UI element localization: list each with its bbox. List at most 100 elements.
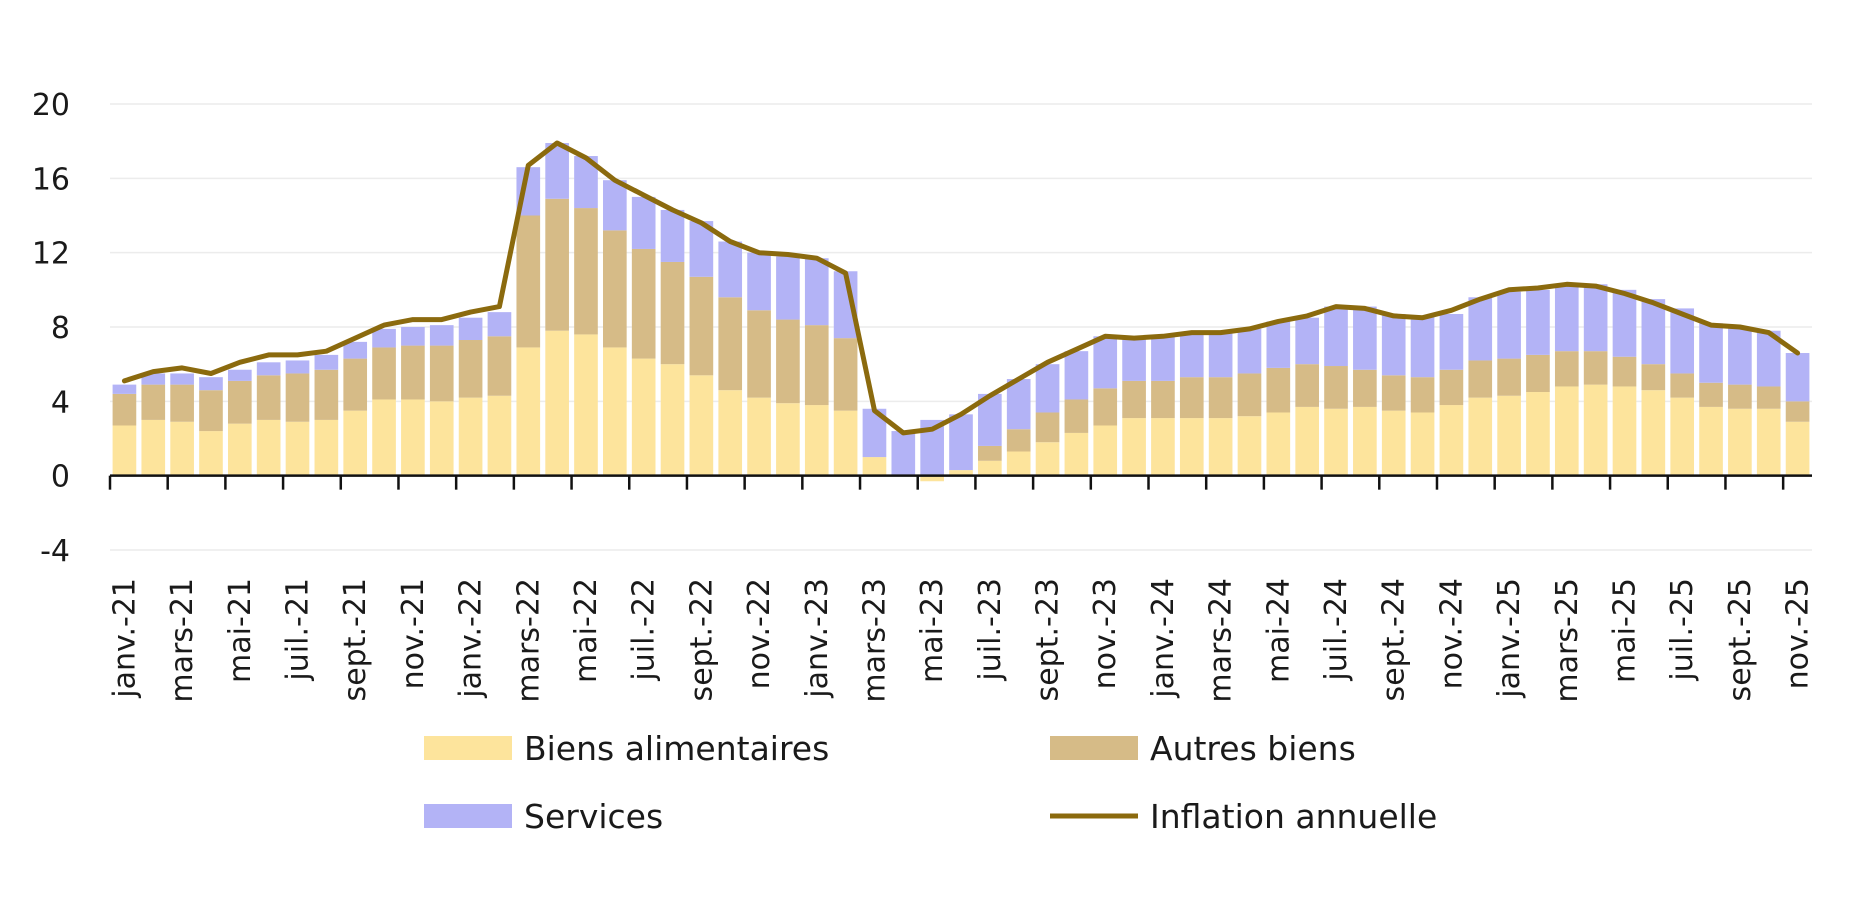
- bar-segment: [949, 470, 973, 476]
- x-tick-labels: janv.-21 mars-21 mai-21 juil.-21 sept.-21 nov…: [107, 578, 1815, 703]
- bar-segment: [401, 327, 425, 346]
- bar-segment: [776, 403, 800, 476]
- x-tick-label: juil.-23: [973, 578, 1008, 682]
- y-tick-label: 8: [51, 311, 70, 346]
- legend-label: Inflation annuelle: [1150, 797, 1437, 836]
- bar-segment: [1324, 366, 1348, 409]
- bar-segment: [978, 460, 1002, 476]
- bar-segment: [1641, 299, 1666, 365]
- bar-segment: [1699, 406, 1723, 476]
- bar-segment: [833, 410, 858, 476]
- bar-segment: [112, 425, 137, 476]
- x-tick-label: mai-23: [915, 578, 950, 683]
- bar-segment: [1439, 313, 1464, 370]
- bar-segment: [1670, 308, 1695, 374]
- bar-segment: [574, 208, 598, 335]
- bar-segment: [170, 384, 194, 422]
- x-tick-label: mai-21: [223, 578, 258, 683]
- x-tick-label: sept.-23: [1031, 578, 1066, 701]
- bar-segment: [256, 375, 281, 420]
- x-tick-label: mai-25: [1607, 578, 1642, 683]
- x-tick-label: mars-24: [1204, 578, 1239, 703]
- bar-segment: [718, 297, 743, 391]
- bar-segment: [689, 221, 714, 277]
- y-tick-label: 4: [51, 385, 70, 420]
- bar-segment: [1526, 392, 1550, 476]
- x-tick-label: juil.-22: [627, 578, 662, 682]
- bar-segment: [285, 360, 310, 374]
- x-tick-label: mars-21: [165, 578, 200, 703]
- bar-segment: [603, 230, 627, 348]
- bar-segment: [170, 421, 194, 476]
- bar-segment: [1381, 375, 1406, 411]
- bar-segment: [458, 397, 483, 476]
- bar-segment: [1785, 421, 1810, 476]
- bar-segment: [1035, 412, 1060, 443]
- bar-segment: [1151, 380, 1175, 419]
- bar-segment: [1093, 425, 1118, 476]
- x-tick-label: nov.-25: [1781, 578, 1816, 689]
- bar-segment: [631, 358, 656, 476]
- x-tick-label: janv.-22: [454, 578, 489, 699]
- bar-segment: [545, 143, 569, 199]
- bar-segment: [978, 445, 1002, 461]
- legend-swatch: [424, 804, 512, 828]
- axes: [108, 474, 1812, 490]
- legend-label: Services: [524, 797, 663, 836]
- bar-segment: [1497, 358, 1521, 396]
- x-tick-label: mars-23: [857, 578, 892, 703]
- bar-segment: [1583, 384, 1608, 476]
- bar-segment: [1208, 418, 1233, 476]
- bar-segment: [1699, 323, 1723, 383]
- x-tick-label: juil.-25: [1665, 578, 1700, 682]
- bar-segment: [401, 345, 425, 400]
- bar-segment: [1093, 336, 1118, 389]
- bar-segment: [429, 345, 454, 402]
- bar-segment: [1353, 306, 1377, 370]
- bar-segment: [1006, 429, 1031, 452]
- bar-segment: [603, 180, 627, 231]
- bar-segment: [1526, 289, 1550, 355]
- x-tick-label: mai-24: [1261, 578, 1296, 683]
- bar-segment: [1295, 317, 1319, 365]
- bar-segment: [1179, 418, 1204, 476]
- bar-segment: [1756, 386, 1781, 409]
- bar-segment: [804, 325, 829, 406]
- bar-segment: [1670, 397, 1695, 476]
- bar-segment: [1554, 351, 1579, 387]
- bar-segment: [689, 375, 714, 476]
- x-tick-label: nov.-23: [1088, 578, 1123, 689]
- bar-segment: [1526, 354, 1550, 393]
- bar-segment: [1612, 356, 1637, 387]
- bar-segment: [1612, 289, 1637, 357]
- bar-segment: [1237, 373, 1262, 417]
- bar-segment: [1179, 332, 1204, 378]
- bar-segment: [920, 475, 944, 482]
- bar-segment: [227, 423, 252, 476]
- bar-segment: [1554, 386, 1579, 476]
- bar-segment: [314, 369, 339, 420]
- bar-segment: [1410, 315, 1435, 378]
- bar-segment: [747, 310, 771, 398]
- x-tick-label: janv.-24: [1146, 578, 1181, 699]
- bar-segment: [1035, 364, 1060, 413]
- bar-segment: [1353, 369, 1377, 407]
- bar-segment: [1122, 380, 1146, 419]
- bar-segment: [1756, 330, 1781, 387]
- bar-segment: [458, 317, 483, 341]
- bar-segment: [314, 354, 339, 370]
- bar-segment: [920, 419, 944, 476]
- x-tick-label: nov.-22: [742, 578, 777, 689]
- bar-segment: [429, 325, 454, 346]
- bar-segment: [1295, 406, 1319, 476]
- bar-segment: [372, 328, 396, 348]
- bar-segment: [660, 261, 685, 365]
- x-tick-label: sept.-21: [338, 578, 373, 701]
- bar-segment: [776, 256, 800, 320]
- bar-segment: [862, 408, 887, 458]
- bar-segment: [1208, 332, 1233, 378]
- bar-segment: [227, 380, 252, 424]
- bar-segment: [1381, 313, 1406, 376]
- bar-segment: [1612, 386, 1637, 476]
- bar-segment: [631, 196, 656, 249]
